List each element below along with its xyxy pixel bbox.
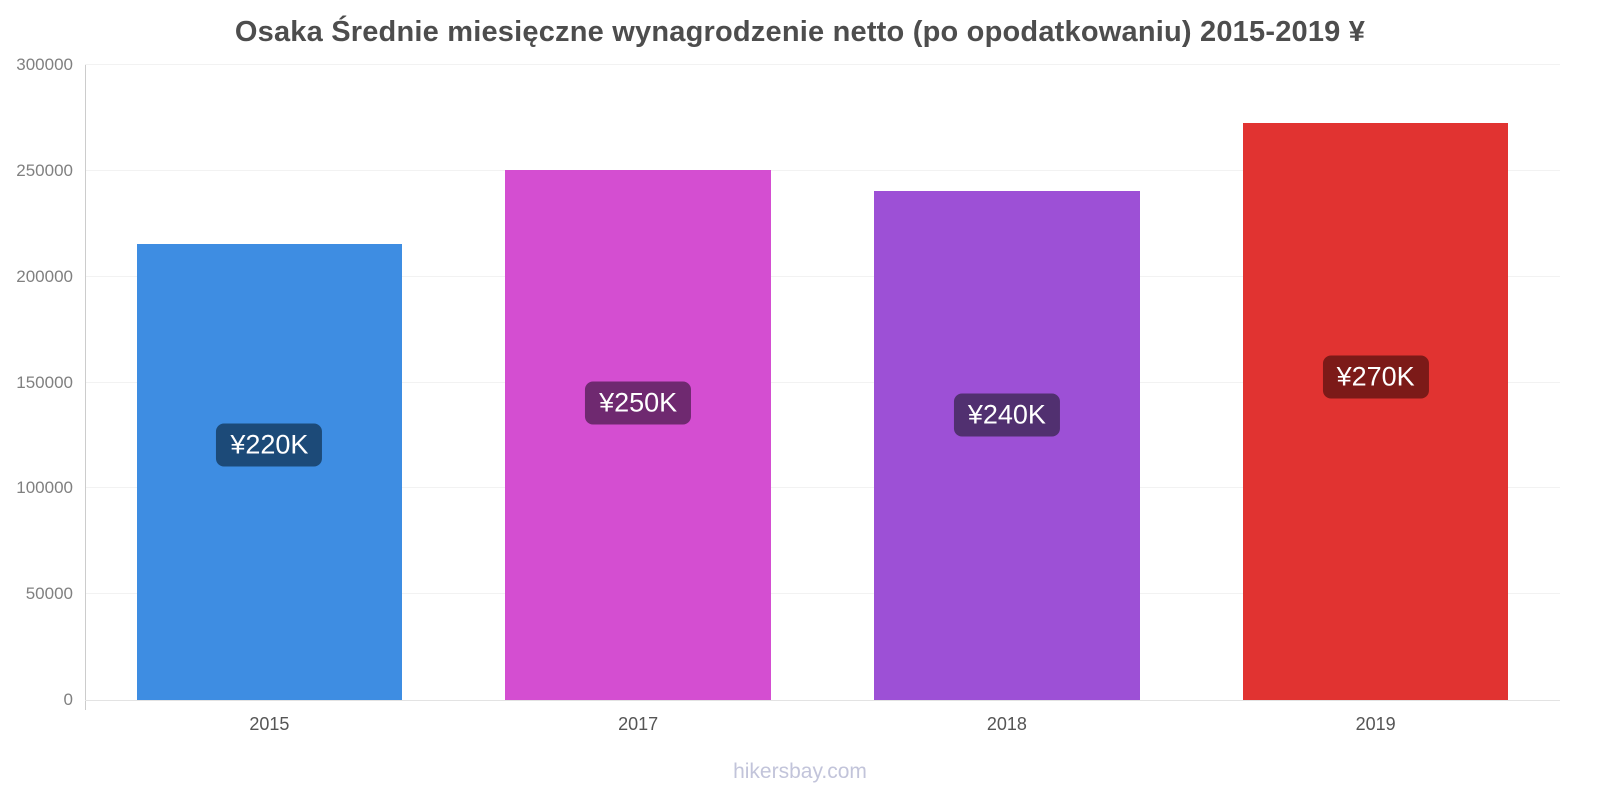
watermark: hikersbay.com: [733, 760, 867, 783]
bars-layer: ¥220K ¥250K ¥240K ¥270K: [85, 65, 1560, 700]
y-tick-label: 250000: [16, 160, 73, 180]
x-tick-label-2018: 2018: [986, 714, 1027, 734]
bar-column-2015: ¥220K: [85, 65, 454, 700]
gridline: [85, 593, 1560, 595]
bar-2015[interactable]: ¥220K: [136, 243, 403, 700]
y-tick-label: 100000: [16, 478, 73, 498]
bar-value-badge: ¥270K: [1322, 355, 1429, 399]
bar-value-badge: ¥220K: [216, 423, 323, 467]
y-tick-label: 0: [63, 690, 73, 709]
x-axis-labels: 2015 2017 2018 2019: [85, 700, 1560, 735]
gridline: [85, 64, 1560, 65]
y-tick-label: 150000: [16, 372, 73, 392]
plot-area: 0 50000 100000 150000 200000 250000 300000 ¥22…: [16, 55, 1560, 710]
gridline: [85, 381, 1560, 383]
bar-2017[interactable]: ¥250K: [505, 169, 771, 700]
x-axis-line: [85, 700, 1560, 701]
gridline: [85, 487, 1560, 489]
x-tick-label-2019: 2019: [1355, 714, 1396, 734]
y-axis-line: [85, 65, 86, 710]
bar-2019[interactable]: ¥270K: [1242, 123, 1509, 700]
bar-column-2018: ¥240K: [823, 65, 1192, 700]
bar-column-2019: ¥270K: [1191, 65, 1560, 700]
bar-value-badge: ¥240K: [953, 393, 1060, 437]
y-tick-label: 50000: [25, 584, 73, 604]
y-tick-label: 300000: [16, 55, 73, 74]
bar-column-2017: ¥250K: [454, 65, 823, 700]
bar-2018[interactable]: ¥240K: [874, 190, 1140, 700]
chart-title: Osaka Średnie miesięczne wynagrodzenie n…: [234, 16, 1366, 48]
x-tick-label-2015: 2015: [249, 714, 290, 734]
y-tick-label: 200000: [16, 266, 73, 286]
gridline: [85, 169, 1560, 171]
bar-value-badge: ¥250K: [585, 381, 692, 425]
x-tick-label-2017: 2017: [618, 714, 659, 734]
gridline: [85, 275, 1560, 277]
